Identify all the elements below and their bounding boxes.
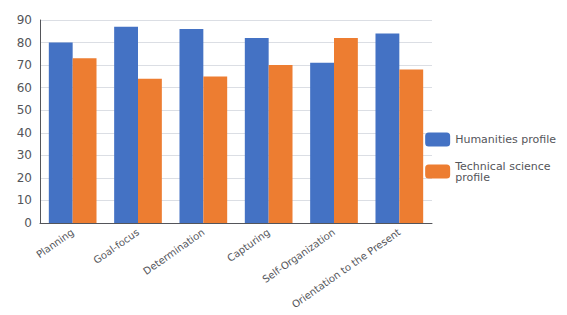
svg-text:70: 70	[17, 58, 32, 72]
svg-text:90: 90	[17, 13, 32, 27]
svg-text:80: 80	[17, 36, 32, 50]
svg-text:Technical science: Technical science	[455, 159, 551, 173]
svg-text:Goal-focus: Goal-focus	[91, 226, 141, 265]
svg-text:Determination: Determination	[141, 226, 206, 276]
svg-text:10: 10	[17, 193, 32, 207]
svg-text:50: 50	[17, 103, 32, 117]
svg-text:profile: profile	[455, 171, 490, 184]
svg-text:Orientation to the Present: Orientation to the Present	[290, 226, 403, 310]
svg-text:Humanities profile: Humanities profile	[455, 133, 556, 146]
svg-text:40: 40	[17, 126, 32, 140]
svg-text:30: 30	[17, 148, 32, 162]
svg-text:60: 60	[17, 81, 32, 95]
svg-text:0: 0	[24, 216, 32, 230]
svg-text:Planning: Planning	[34, 226, 76, 260]
svg-text:20: 20	[17, 171, 32, 185]
svg-text:Self-Organization: Self-Organization	[260, 226, 338, 285]
svg-text:Capturing: Capturing	[225, 226, 272, 263]
